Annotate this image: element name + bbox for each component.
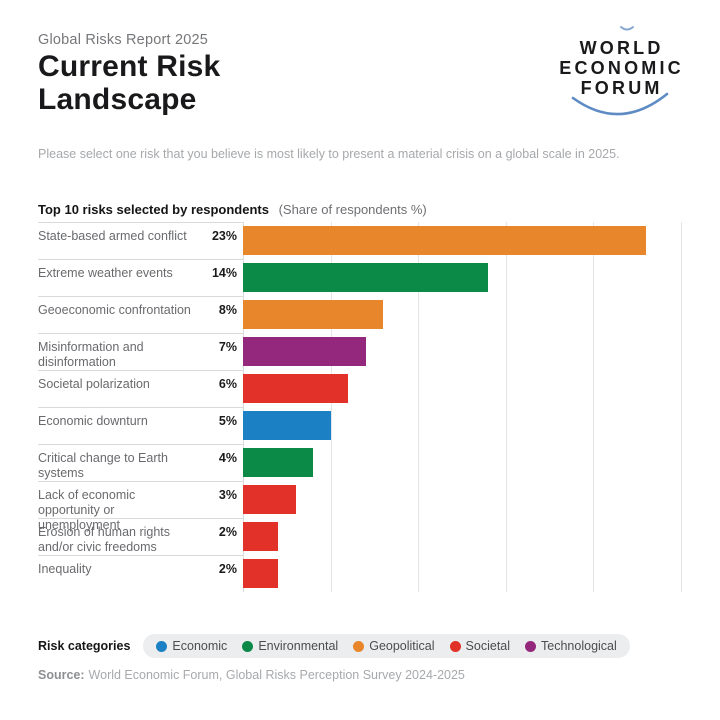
chart-row: Geoeconomic confrontation 8% xyxy=(38,296,688,333)
legend-item: Economic xyxy=(156,639,227,653)
chart-axis-line xyxy=(243,222,244,592)
category-dot-icon xyxy=(242,640,254,652)
legend-label: Geopolitical xyxy=(369,639,435,653)
chart-gridlines xyxy=(38,222,688,592)
gridline xyxy=(418,222,419,592)
risk-value: 2% xyxy=(218,525,237,539)
category-dot-icon xyxy=(525,640,537,652)
chart-row: Inequality 2% xyxy=(38,555,688,592)
wef-logo-line2: ECONOMIC xyxy=(559,58,684,78)
risk-bar xyxy=(243,300,383,329)
legend-item: Geopolitical xyxy=(353,639,435,653)
legend: Risk categories Economic Environmental G… xyxy=(38,634,630,658)
legend-label: Environmental xyxy=(258,639,339,653)
risk-value: 7% xyxy=(218,340,237,354)
chart-heading: Top 10 risks selected by respondents (Sh… xyxy=(38,202,427,217)
risk-value: 23% xyxy=(211,229,237,243)
chart-row: Extreme weather events 14% xyxy=(38,259,688,296)
chart-unit-label: (Share of respondents %) xyxy=(278,202,427,217)
wef-logo-text: WORLD ECONOMIC FORUM xyxy=(548,24,692,98)
chart-row: Economic downturn 5% xyxy=(38,407,688,444)
bar-track xyxy=(243,518,688,555)
chart-title: Top 10 risks selected by respondents xyxy=(38,202,269,217)
risk-bar xyxy=(243,263,488,292)
risk-label: Societal polarization xyxy=(38,377,150,391)
gridline xyxy=(330,222,332,592)
gridline xyxy=(505,222,507,592)
risk-bar xyxy=(243,448,313,477)
wef-logo-line3: FORUM xyxy=(580,78,663,98)
chart-row: Societal polarization 6% xyxy=(38,370,688,407)
risk-bar xyxy=(243,485,296,514)
chart-row: State-based armed conflict 23% xyxy=(38,222,688,259)
risk-label: Geoeconomic confrontation xyxy=(38,303,191,317)
risk-bar xyxy=(243,411,331,440)
chart-row: Critical change to Earth systems 4% xyxy=(38,444,688,481)
bar-track xyxy=(243,259,688,296)
source-prefix: Source: xyxy=(38,668,85,682)
wef-logo-line1: WORLD xyxy=(579,38,664,58)
page-title: Current Risk Landscape xyxy=(38,50,220,116)
legend-pill: Economic Environmental Geopolitical Soci… xyxy=(143,634,630,658)
risk-bar xyxy=(243,226,646,255)
legend-item: Environmental xyxy=(242,639,338,653)
category-dot-icon xyxy=(353,640,365,652)
risk-bar xyxy=(243,522,278,551)
legend-title: Risk categories xyxy=(38,639,131,653)
bar-track xyxy=(243,296,688,333)
report-eyebrow: Global Risks Report 2025 xyxy=(38,32,209,48)
risk-value: 14% xyxy=(211,266,237,280)
risk-value: 8% xyxy=(218,303,237,317)
risk-label: Erosion of human rights and/or civic fre… xyxy=(38,525,171,554)
risk-label: Critical change to Earth systems xyxy=(38,451,168,480)
risk-value: 4% xyxy=(218,451,237,465)
chart-row: Erosion of human rights and/or civic fre… xyxy=(38,518,688,555)
gridline xyxy=(593,222,594,592)
bar-track xyxy=(243,481,688,518)
risk-label: Economic downturn xyxy=(38,414,148,428)
page-title-line1: Current Risk xyxy=(38,50,221,83)
chart-row: Misinformation and disinformation 7% xyxy=(38,333,688,370)
legend-item: Societal xyxy=(449,639,511,653)
bar-track xyxy=(243,370,688,407)
gridline xyxy=(680,222,682,592)
legend-label: Economic xyxy=(172,639,228,653)
legend-label: Technological xyxy=(541,639,617,653)
survey-question-text: Please select one risk that you believe … xyxy=(38,147,620,161)
category-dot-icon xyxy=(449,640,461,652)
chart-row: Lack of economic opportunity or unemploy… xyxy=(38,481,688,532)
risk-value: 3% xyxy=(218,488,237,502)
risk-label: Inequality xyxy=(38,562,92,576)
risk-label: Lack of economic opportunity or unemploy… xyxy=(38,488,136,532)
risk-bar xyxy=(243,337,366,366)
risk-value: 5% xyxy=(218,414,237,428)
risk-bar-chart: State-based armed conflict 23% Extreme w… xyxy=(38,222,688,592)
risk-value: 2% xyxy=(218,562,237,576)
risk-label: Misinformation and disinformation xyxy=(38,340,144,369)
page-title-line2: Landscape xyxy=(38,83,197,116)
legend-item: Technological xyxy=(525,639,617,653)
source-text: World Economic Forum, Global Risks Perce… xyxy=(88,668,465,682)
bar-track xyxy=(243,333,688,370)
bar-track xyxy=(243,407,688,444)
wef-logo: WORLD ECONOMIC FORUM xyxy=(548,24,692,130)
risk-label: State-based armed conflict xyxy=(38,229,187,243)
bar-track xyxy=(243,555,688,592)
legend-label: Societal xyxy=(465,639,511,653)
risk-bar xyxy=(243,374,348,403)
risk-label: Extreme weather events xyxy=(38,266,173,280)
source-line: Source: World Economic Forum, Global Risk… xyxy=(38,668,465,682)
wef-logo-arc-icon xyxy=(571,26,669,116)
bar-track xyxy=(243,222,688,259)
risk-value: 6% xyxy=(218,377,237,391)
bar-track xyxy=(243,444,688,481)
category-dot-icon xyxy=(156,640,168,652)
risk-bar xyxy=(243,559,278,588)
